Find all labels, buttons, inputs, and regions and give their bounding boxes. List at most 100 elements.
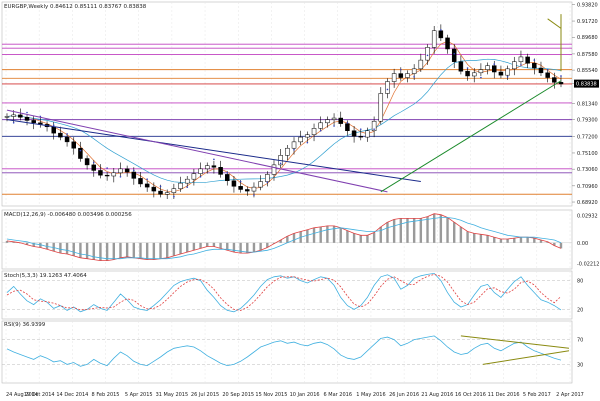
sar-dot — [440, 29, 442, 31]
x-tick-label: 21 Aug 2016 — [421, 392, 453, 398]
candle-body — [24, 117, 30, 121]
x-tick-label: 26 Jul 2015 — [191, 392, 219, 398]
sar-dot — [560, 75, 562, 77]
rsi-trendline-lower — [482, 350, 570, 365]
macd-histogram-bar — [12, 241, 15, 243]
x-tick-label: 16 Oct 2016 — [455, 392, 486, 398]
candle-body — [104, 174, 110, 177]
candle-body — [378, 93, 384, 122]
macd-histogram-bar — [172, 242, 176, 256]
macd-histogram-bar — [473, 233, 476, 243]
macd-histogram-bar — [266, 242, 269, 248]
rsi-tick-label: 30 — [577, 362, 583, 368]
macd-histogram-bar — [419, 218, 423, 243]
sar-dot — [493, 63, 496, 65]
macd-histogram-bar — [432, 213, 436, 243]
macd-histogram-bar — [306, 229, 309, 243]
candle-body — [351, 130, 357, 137]
sar-dot — [293, 149, 295, 151]
macd-histogram-bar — [339, 227, 342, 243]
candle-body — [558, 82, 564, 85]
macd-histogram-bar — [499, 239, 503, 243]
sar-dot — [466, 67, 469, 69]
sar-dot — [159, 185, 162, 188]
candle-body — [258, 181, 263, 188]
candle-body — [271, 164, 277, 175]
candle-body — [391, 73, 397, 82]
price-tick-label: 0.87580 — [577, 52, 598, 58]
sar-dot — [119, 175, 122, 178]
candle-body — [311, 128, 317, 135]
macd-histogram-bar — [119, 242, 122, 258]
candle-body — [51, 126, 56, 134]
macd-histogram-bar — [466, 231, 469, 243]
macd-histogram-bar — [259, 242, 262, 251]
candle-body — [445, 37, 450, 50]
stoch-header: Stoch(5,3,3) 19.1263 47.4064 — [4, 273, 87, 279]
macd-histogram-bar — [366, 235, 369, 243]
macd-histogram-bar — [459, 226, 463, 243]
stoch-tick-label: 80 — [577, 279, 583, 285]
candle-body — [385, 81, 390, 94]
macd-histogram-bar — [219, 242, 222, 249]
candle-body — [431, 30, 437, 48]
candle-body — [71, 141, 76, 149]
sar-dot — [426, 54, 429, 57]
candle-body — [158, 190, 163, 195]
sar-dot — [253, 194, 255, 196]
candle-body — [411, 68, 417, 74]
candle-body — [298, 136, 303, 143]
sar-dot — [386, 88, 389, 91]
candle-body — [198, 168, 203, 174]
sar-dot — [173, 195, 175, 198]
macd-histogram-bar — [152, 242, 156, 260]
rsi-header: RSI(9) 36.9399 — [4, 322, 46, 328]
x-tick-label: 14 Dec 2014 — [56, 392, 88, 398]
macd-histogram-bar — [286, 236, 289, 243]
sar-dot — [546, 68, 549, 71]
candle-body — [144, 183, 150, 188]
candle-body — [305, 134, 310, 138]
macd-histogram-bar — [25, 242, 29, 245]
sar-dot — [266, 181, 269, 184]
candle-body — [84, 158, 90, 166]
candle-body — [478, 69, 484, 74]
macd-histogram-bar — [159, 242, 162, 259]
macd-histogram-bar — [186, 242, 189, 253]
trendline — [380, 80, 562, 193]
candle-body — [124, 168, 130, 173]
macd-histogram-bar — [506, 239, 509, 243]
candle-body — [545, 72, 550, 78]
sar-dot — [306, 141, 309, 144]
macd-histogram-bar — [479, 234, 483, 243]
candle-body — [31, 120, 36, 124]
candle-body — [365, 130, 370, 138]
candle-body — [532, 63, 537, 69]
x-tick-label: 19 Oct 2014 — [24, 392, 55, 398]
macd-histogram-bar — [52, 242, 55, 252]
panel-frame — [1, 320, 573, 384]
candle-body — [465, 70, 470, 77]
sar-dot — [106, 167, 108, 169]
candle-body — [505, 68, 510, 76]
candle-body — [405, 73, 410, 78]
candle-body — [265, 174, 270, 182]
macd-histogram-bar — [559, 242, 563, 249]
chart-marks — [4, 14, 570, 367]
macd-histogram-bar — [399, 218, 403, 243]
macd-histogram-bar — [312, 227, 316, 243]
macd-histogram-bar — [132, 242, 136, 258]
macd-histogram-bar — [92, 242, 95, 260]
candle-body — [371, 120, 377, 132]
macd-histogram-bar — [292, 233, 296, 243]
candle-body — [251, 186, 257, 192]
current-price-tag — [574, 79, 599, 88]
grid-layer — [1, 1, 573, 384]
candle-body — [231, 180, 237, 187]
x-tick-label: 20 Sep 2015 — [222, 392, 254, 398]
sar-dot — [133, 169, 135, 172]
sar-dot — [480, 76, 482, 79]
panel-frame — [1, 209, 573, 270]
price-tick-label: 0.75100 — [577, 151, 598, 157]
